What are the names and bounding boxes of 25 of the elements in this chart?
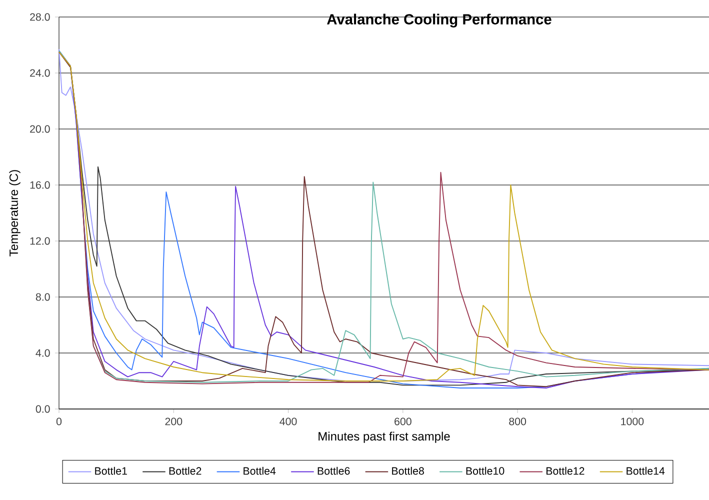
legend-label: Bottle10	[466, 466, 504, 475]
y-tick-label: 0.0	[36, 405, 50, 413]
y-tick-label: 4.0	[36, 349, 50, 357]
x-tick-label: 400	[280, 418, 297, 426]
x-tick-label: 200	[165, 418, 182, 426]
y-tick-label: 28.0	[30, 13, 50, 21]
y-tick-label: 24.0	[30, 69, 50, 77]
x-tick-label: 800	[509, 418, 526, 426]
x-tick-label: 1000	[621, 418, 644, 426]
chart-title: Avalanche Cooling Performance	[327, 14, 552, 28]
y-tick-label: 12.0	[30, 237, 50, 245]
y-tick-label: 20.0	[30, 125, 50, 133]
legend-label: Bottle6	[318, 466, 350, 475]
x-axis-title: Minutes past first sample	[318, 432, 450, 443]
legend-label: Bottle4	[244, 466, 276, 475]
legend-label: Bottle8	[392, 466, 424, 475]
legend-label: Bottle12	[546, 466, 584, 475]
x-tick-label: 0	[56, 418, 62, 426]
legend-label: Bottle2	[169, 466, 202, 475]
legend-label: Bottle1	[95, 466, 127, 475]
y-tick-label: 16.0	[30, 181, 50, 189]
legend-label: Bottle14	[626, 466, 665, 475]
x-tick-label: 600	[394, 418, 412, 426]
y-tick-label: 8.0	[36, 293, 50, 301]
y-axis-title: Temperature (C)	[9, 170, 20, 256]
